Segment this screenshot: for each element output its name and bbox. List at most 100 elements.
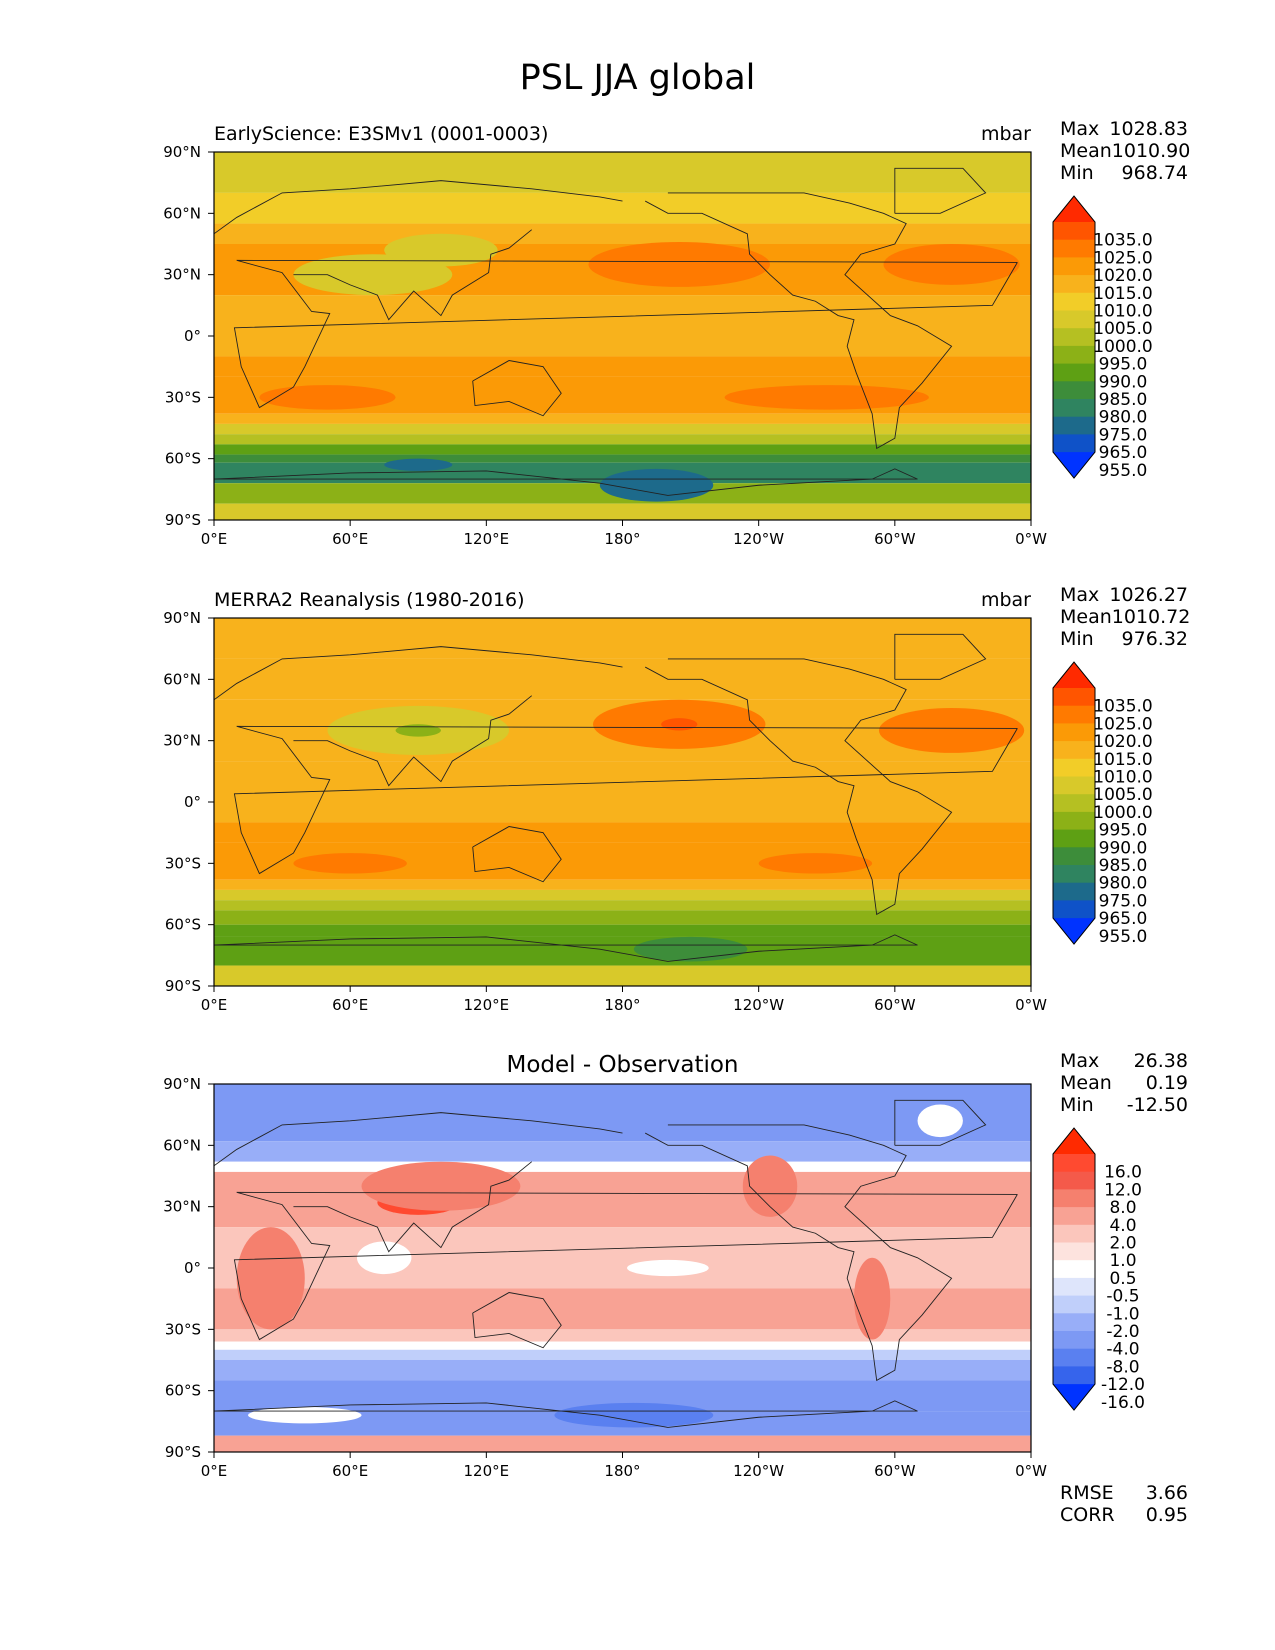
field-anomaly bbox=[599, 468, 714, 502]
field-anomaly bbox=[259, 385, 396, 410]
colorbar-outline bbox=[1052, 661, 1096, 945]
colorbar-label: 1015.0 bbox=[1093, 750, 1152, 770]
field-band bbox=[214, 223, 1031, 244]
field-layer bbox=[214, 618, 1031, 986]
panel-units: mbar bbox=[981, 589, 1031, 611]
colorbar-label: -16.0 bbox=[1101, 1393, 1145, 1413]
x-tick-label: 60°W bbox=[874, 996, 916, 1014]
field-band bbox=[214, 900, 1031, 911]
colorbar-label: 1020.0 bbox=[1093, 266, 1152, 286]
field-anomaly bbox=[356, 1241, 412, 1275]
x-tick-label: 120°W bbox=[733, 530, 784, 548]
colorbar-cell bbox=[1053, 257, 1095, 276]
field-band bbox=[214, 1161, 1031, 1172]
corr-label: CORR bbox=[1060, 1504, 1115, 1526]
coastline bbox=[894, 167, 987, 214]
rmse-value: 3.66 bbox=[1145, 1482, 1188, 1504]
x-tick-label: 0°W bbox=[1015, 530, 1047, 548]
colorbar-label: 1025.0 bbox=[1093, 714, 1152, 734]
panel-reference: 0°E 60°E 120°E 180° 120°W 60°W 0°W 90°N 60°N 30°N… bbox=[0, 584, 1275, 1044]
stat-mean-label: Mean bbox=[1060, 140, 1112, 162]
rmse-label: RMSE bbox=[1060, 1482, 1114, 1504]
coastline bbox=[472, 360, 562, 417]
coastline bbox=[644, 192, 953, 450]
stat-min-label: Min bbox=[1060, 1094, 1094, 1116]
colorbar-cell bbox=[1053, 1313, 1095, 1332]
field-anomaly bbox=[724, 385, 929, 410]
colorbar-label: 1010.0 bbox=[1093, 768, 1152, 788]
field-anomaly bbox=[758, 853, 873, 874]
field-band bbox=[214, 761, 1031, 823]
colorbar-label: 1010.0 bbox=[1093, 302, 1152, 322]
field-anomaly bbox=[384, 458, 453, 471]
colorbar-label: 1035.0 bbox=[1093, 697, 1152, 717]
field-anomaly bbox=[742, 1155, 798, 1217]
stat-max-label: Max bbox=[1060, 118, 1100, 140]
field-band bbox=[214, 1435, 1031, 1452]
colorbar-label: -4.0 bbox=[1106, 1340, 1139, 1360]
x-tick-label: 0°E bbox=[201, 996, 228, 1014]
colorbar-extend-max bbox=[1053, 662, 1095, 688]
colorbar-cell bbox=[1053, 811, 1095, 831]
field-anomaly bbox=[588, 241, 771, 287]
colorbar-label: 1025.0 bbox=[1093, 248, 1152, 268]
field-anomaly bbox=[661, 718, 698, 731]
colorbar-label: 1020.0 bbox=[1093, 732, 1152, 752]
colorbar-cell bbox=[1053, 865, 1095, 884]
colorbar-label: 8.0 bbox=[1109, 1198, 1136, 1218]
colorbar-label: -0.5 bbox=[1106, 1287, 1139, 1307]
x-tick-label: 120°E bbox=[464, 996, 510, 1014]
coastline bbox=[293, 1161, 533, 1253]
x-tick-label: 120°W bbox=[733, 996, 784, 1014]
stat-min: 976.32 bbox=[1121, 628, 1188, 650]
colorbar-cell bbox=[1053, 363, 1095, 382]
x-tick-label: 120°E bbox=[464, 1462, 510, 1480]
reference-map: 0°E 60°E 120°E 180° 120°W 60°W 0°W 90°N 60°N 30°N… bbox=[163, 589, 1153, 1014]
colorbar-cell bbox=[1053, 310, 1095, 329]
colorbar-label: 12.0 bbox=[1104, 1180, 1142, 1200]
field-band bbox=[214, 1341, 1031, 1350]
colorbar-cell bbox=[1053, 882, 1095, 901]
stat-mean-label: Mean bbox=[1060, 606, 1112, 628]
colorbar: 1035.01025.01020.01015.01010.01005.01000… bbox=[1052, 661, 1153, 947]
y-tick-label: 90°S bbox=[165, 977, 201, 995]
colorbar-cell bbox=[1053, 794, 1095, 813]
coastline bbox=[293, 695, 533, 787]
colorbar-cell bbox=[1053, 328, 1095, 347]
coastline bbox=[214, 180, 623, 235]
field-band bbox=[214, 1141, 1031, 1162]
stat-mean: 0.19 bbox=[1145, 1072, 1188, 1094]
y-tick-label: 60°S bbox=[165, 916, 201, 934]
colorbar-cell bbox=[1053, 381, 1095, 400]
coastline bbox=[214, 1400, 918, 1428]
colorbar-label: 995.0 bbox=[1099, 821, 1148, 841]
stat-max: 1026.27 bbox=[1109, 584, 1188, 606]
field-anomaly bbox=[395, 724, 441, 737]
y-tick-label: 60°N bbox=[163, 670, 201, 688]
colorbar-outline bbox=[1052, 195, 1096, 479]
field-anomaly bbox=[293, 853, 407, 874]
colorbar-cell bbox=[1053, 829, 1095, 848]
colorbar-label: 2.0 bbox=[1109, 1234, 1136, 1254]
coastline bbox=[894, 633, 987, 680]
coastline bbox=[894, 1099, 987, 1146]
colorbar-label: 16.0 bbox=[1104, 1163, 1142, 1183]
field-anomaly bbox=[293, 254, 453, 296]
y-tick-label: 90°N bbox=[163, 1075, 201, 1093]
colorbar-cell bbox=[1053, 1207, 1095, 1226]
y-tick-label: 90°N bbox=[163, 143, 201, 161]
field-anomaly bbox=[627, 1259, 709, 1277]
coastline bbox=[233, 1191, 1018, 1341]
colorbar-cell bbox=[1053, 292, 1095, 312]
stat-max: 1028.83 bbox=[1109, 118, 1188, 140]
stat-mean-label: Mean bbox=[1060, 1072, 1112, 1094]
panel-difference: 0°E 60°E 120°E 180° 120°W 60°W 0°W 90°N 60°N 30°N… bbox=[0, 1050, 1275, 1526]
x-tick-label: 60°W bbox=[874, 1462, 916, 1480]
field-band bbox=[214, 924, 1031, 937]
colorbar-cell bbox=[1053, 741, 1095, 760]
x-tick-label: 0°E bbox=[201, 1462, 228, 1480]
colorbar-label: -2.0 bbox=[1106, 1322, 1139, 1342]
field-band bbox=[214, 618, 1031, 659]
stat-min-label: Min bbox=[1060, 162, 1094, 184]
